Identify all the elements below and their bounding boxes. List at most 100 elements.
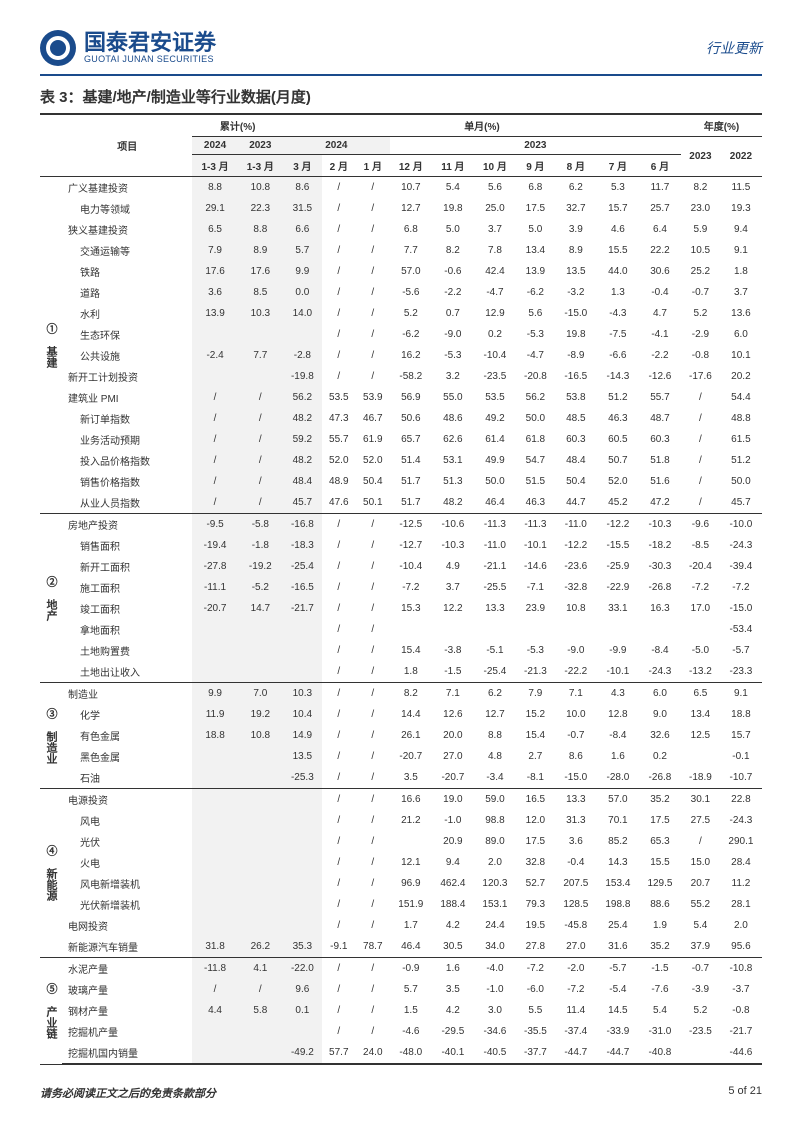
data-cell: 3.5 (432, 979, 474, 1000)
data-cell: -10.6 (432, 514, 474, 536)
data-cell: -29.5 (432, 1021, 474, 1042)
data-cell: 19.8 (555, 324, 597, 345)
data-cell: -3.9 (681, 979, 720, 1000)
data-cell (192, 767, 237, 789)
data-cell: 50.0 (720, 471, 762, 492)
data-cell: -8.4 (639, 640, 681, 661)
data-cell: 9.0 (639, 704, 681, 725)
data-cell: 62.6 (432, 429, 474, 450)
data-cell (283, 1021, 322, 1042)
data-cell: 16.5 (516, 789, 555, 811)
data-cell: 32.6 (639, 725, 681, 746)
data-cell: / (238, 450, 283, 471)
data-cell: 53.8 (555, 387, 597, 408)
data-cell: / (322, 894, 356, 915)
data-cell: -11.8 (192, 958, 237, 980)
row-name: 化学 (62, 704, 192, 725)
data-cell: -11.3 (516, 514, 555, 536)
data-cell: 53.9 (356, 387, 390, 408)
table-row: 光伏新增装机//151.9188.4153.179.3128.5198.888.… (40, 894, 762, 915)
data-cell: -12.5 (390, 514, 432, 536)
data-cell: 42.4 (474, 261, 516, 282)
data-cell (192, 831, 237, 852)
data-cell: / (192, 979, 237, 1000)
table-row: ① 基建广义基建投资8.810.88.6//10.75.45.66.86.25.… (40, 177, 762, 199)
data-cell: 23.9 (516, 598, 555, 619)
data-cell: / (322, 873, 356, 894)
data-cell: -35.5 (516, 1021, 555, 1042)
data-cell: / (322, 979, 356, 1000)
data-cell: 19.5 (516, 915, 555, 936)
data-cell: 98.8 (474, 810, 516, 831)
data-cell: 28.1 (720, 894, 762, 915)
data-cell: 57.7 (322, 1042, 356, 1064)
data-cell: / (322, 746, 356, 767)
data-cell: 17.6 (192, 261, 237, 282)
table-row: 道路3.68.50.0//-5.6-2.2-4.7-6.2-3.21.3-0.4… (40, 282, 762, 303)
col-annual: 年度(%) (681, 114, 762, 137)
data-cell: -23.6 (555, 556, 597, 577)
data-cell: 28.4 (720, 852, 762, 873)
data-cell: -2.0 (555, 958, 597, 980)
data-cell: / (356, 767, 390, 789)
data-cell: -2.2 (432, 282, 474, 303)
data-cell: / (681, 492, 720, 514)
data-cell: -20.8 (516, 366, 555, 387)
row-name: 施工面积 (62, 577, 192, 598)
data-cell: 4.7 (639, 303, 681, 324)
data-cell: -5.2 (238, 577, 283, 598)
data-cell: 6.2 (555, 177, 597, 199)
data-cell: 0.0 (283, 282, 322, 303)
data-cell: 51.5 (516, 471, 555, 492)
data-cell: / (356, 240, 390, 261)
data-cell: 6.0 (639, 683, 681, 705)
data-cell: -23.3 (720, 661, 762, 683)
data-cell: 59.0 (474, 789, 516, 811)
data-cell: / (322, 282, 356, 303)
data-cell: 61.4 (474, 429, 516, 450)
data-cell: 8.2 (432, 240, 474, 261)
data-cell: 7.0 (238, 683, 283, 705)
data-cell: 35.2 (639, 936, 681, 958)
data-cell: 2.7 (516, 746, 555, 767)
data-cell: 9.6 (283, 979, 322, 1000)
data-cell: -6.2 (390, 324, 432, 345)
data-cell: -10.4 (474, 345, 516, 366)
data-cell: 14.9 (283, 725, 322, 746)
data-cell: 19.3 (720, 198, 762, 219)
data-cell: 5.2 (681, 1000, 720, 1021)
data-cell: 22.2 (639, 240, 681, 261)
data-cell: 5.7 (390, 979, 432, 1000)
data-cell: 61.8 (516, 429, 555, 450)
data-cell: -3.7 (720, 979, 762, 1000)
data-cell (238, 324, 283, 345)
data-cell: 25.2 (681, 261, 720, 282)
data-cell: -22.9 (597, 577, 639, 598)
data-cell: 7.9 (192, 240, 237, 261)
data-cell: -25.5 (474, 577, 516, 598)
data-cell: -1.5 (432, 661, 474, 683)
data-cell: 6.6 (283, 219, 322, 240)
data-cell: 8.6 (555, 746, 597, 767)
data-cell: -25.4 (283, 556, 322, 577)
data-cell: -10.3 (432, 535, 474, 556)
data-cell: -10.7 (720, 767, 762, 789)
row-name: 新订单指数 (62, 408, 192, 429)
data-cell: -12.2 (555, 535, 597, 556)
row-name: 生态环保 (62, 324, 192, 345)
row-name: 光伏 (62, 831, 192, 852)
data-cell: -0.4 (639, 282, 681, 303)
data-cell: -19.8 (283, 366, 322, 387)
data-cell: 9.9 (283, 261, 322, 282)
data-cell: 55.7 (322, 429, 356, 450)
data-cell: -18.9 (681, 767, 720, 789)
data-cell: -25.9 (597, 556, 639, 577)
data-cell: 15.5 (597, 240, 639, 261)
data-cell: 59.2 (283, 429, 322, 450)
data-cell (192, 324, 237, 345)
row-name: 土地购置费 (62, 640, 192, 661)
row-name: 从业人员指数 (62, 492, 192, 514)
data-cell (238, 746, 283, 767)
data-cell: -21.7 (283, 598, 322, 619)
data-cell: / (322, 303, 356, 324)
